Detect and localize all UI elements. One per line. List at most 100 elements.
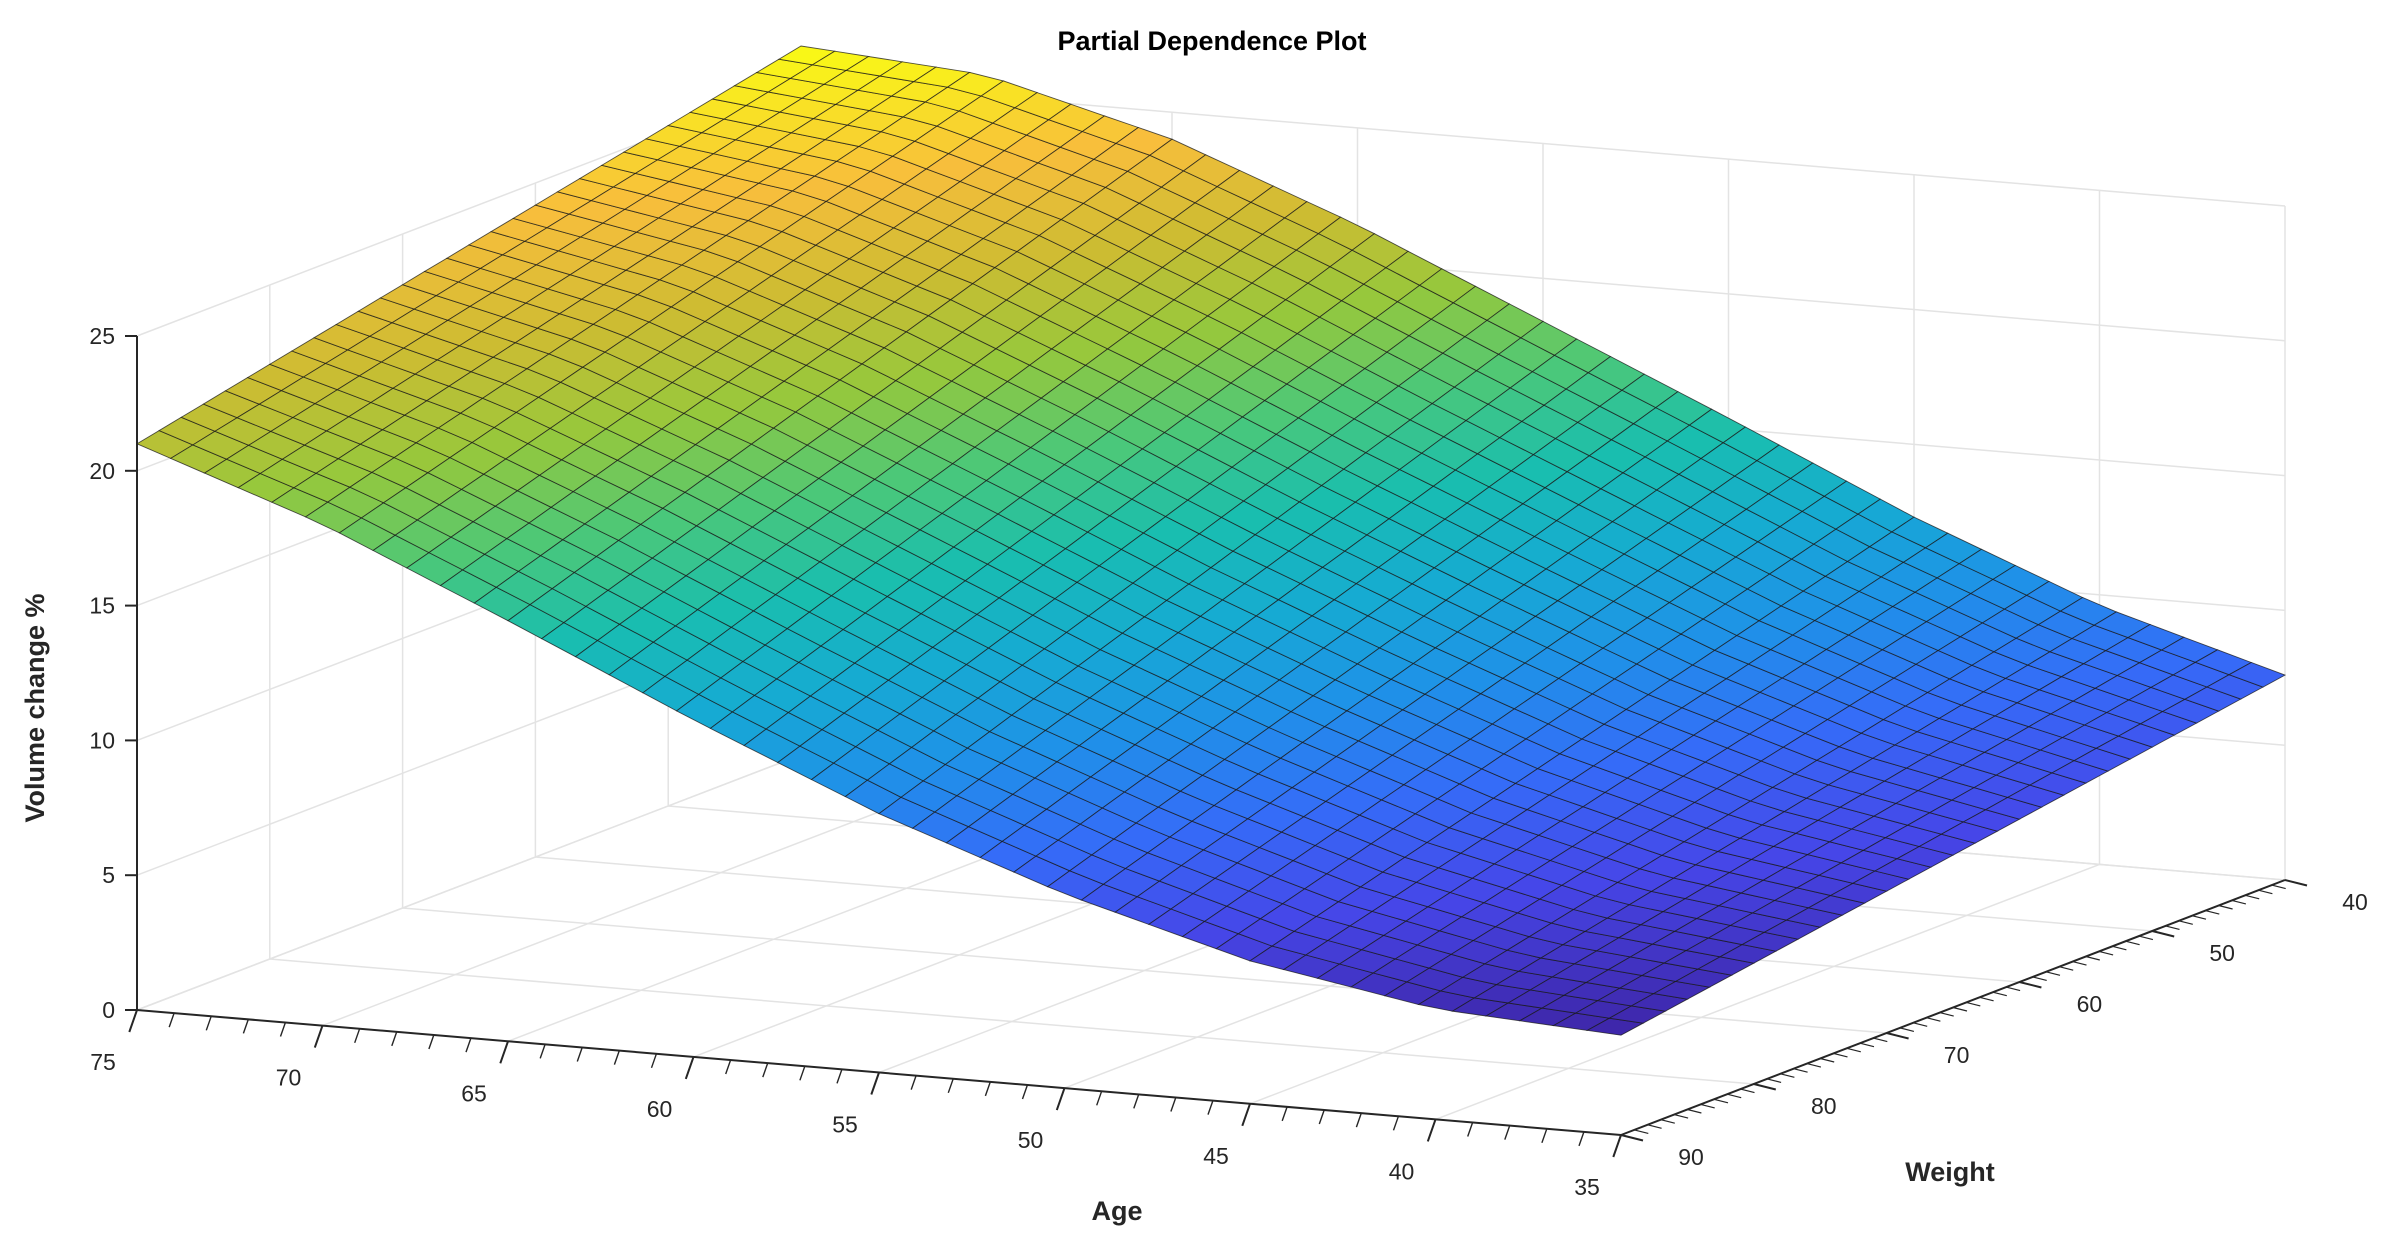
- y-axis-tick-mark: [1992, 991, 2007, 997]
- x-axis-tick-mark: [1133, 1094, 1140, 1109]
- x-axis-tick-label: 75: [90, 1049, 116, 1075]
- x-axis-tick-mark: [1241, 1103, 1251, 1127]
- y-axis-tick-mark: [1966, 1001, 1981, 1007]
- y-axis-tick-mark: [2059, 966, 2074, 971]
- y-axis-tick-label: 90: [1678, 1144, 1704, 1170]
- y-axis-tick-label: 60: [2077, 991, 2103, 1017]
- x-axis-tick-label: 55: [832, 1112, 858, 1138]
- y-axis-tick-mark: [1793, 1068, 1808, 1073]
- z-axis-label: Volume change %: [20, 593, 50, 822]
- y-axis-tick-mark: [2085, 955, 2100, 961]
- y-axis-tick-mark: [1620, 1134, 1644, 1142]
- y-axis-tick-mark: [1899, 1027, 1915, 1032]
- y-axis-tick-mark: [2165, 925, 2180, 930]
- x-axis-tick-mark: [391, 1031, 398, 1047]
- surface-plot: [136, 45, 2287, 1036]
- x-axis-tick-mark: [762, 1062, 769, 1078]
- x-axis-tick-label: 70: [276, 1065, 302, 1091]
- y-axis-tick-mark: [2151, 930, 2175, 938]
- y-axis-tick-label: 50: [2209, 940, 2235, 966]
- y-axis-tick-mark: [2191, 915, 2207, 920]
- x-axis-tick-mark: [984, 1081, 991, 1097]
- y-axis-tick-mark: [2245, 894, 2260, 900]
- x-axis-tick-mark: [1426, 1119, 1437, 1142]
- y-axis-tick-mark: [1740, 1088, 1755, 1094]
- x-axis-tick-mark: [910, 1075, 917, 1090]
- x-axis-tick-mark: [947, 1078, 954, 1094]
- y-axis-tick-label: 80: [1811, 1093, 1837, 1119]
- x-axis-tick-mark: [1541, 1128, 1548, 1144]
- x-axis-tick-mark: [1612, 1134, 1622, 1158]
- y-axis-tick-mark: [1766, 1078, 1782, 1083]
- x-axis-tick-mark: [870, 1072, 880, 1095]
- x-axis-tick-mark: [1504, 1125, 1511, 1140]
- x-axis-tick-label: 60: [647, 1096, 673, 1122]
- y-axis-tick-labels: 40 50 60 70 80 90: [1678, 889, 2368, 1170]
- x-axis-tick-label: 50: [1018, 1127, 1044, 1153]
- y-axis-tick-mark: [1713, 1098, 1729, 1104]
- y-axis-tick-mark: [2112, 945, 2127, 951]
- y-axis-tick-mark: [1913, 1022, 1928, 1027]
- y-axis-tick-label: 40: [2342, 889, 2368, 915]
- y-axis-tick-mark: [2019, 981, 2042, 989]
- y-axis-tick-mark: [1780, 1073, 1795, 1078]
- y-axis-tick-mark: [1873, 1037, 1888, 1043]
- x-axis-tick-mark: [1467, 1122, 1474, 1137]
- x-axis-label: Age: [1091, 1196, 1142, 1226]
- y-axis-tick-mark: [1753, 1083, 1777, 1091]
- y-axis-tick-mark: [2218, 904, 2233, 910]
- y-axis-tick-mark: [1660, 1119, 1675, 1124]
- x-axis-tick-mark: [576, 1047, 583, 1062]
- floor-grid-line-weight: [269, 958, 1754, 1085]
- z-axis-tick-label: 15: [89, 593, 115, 619]
- side-wall-grid-line-z: [136, 754, 802, 1011]
- x-axis-tick-mark: [128, 1009, 138, 1033]
- x-axis-tick-mark: [205, 1016, 212, 1031]
- y-axis-tick-mark: [1833, 1052, 1848, 1058]
- y-axis-tick-mark: [2005, 986, 2021, 992]
- y-axis-tick-mark: [2032, 976, 2047, 981]
- y-axis-tick-mark: [2271, 884, 2286, 890]
- floor-grid-line-age: [1435, 863, 2100, 1121]
- x-axis-tick-mark: [684, 1056, 695, 1080]
- chart-title: Partial Dependence Plot: [1057, 26, 1366, 56]
- y-axis-tick-mark: [2138, 935, 2154, 941]
- y-axis-tick-mark: [2125, 940, 2140, 946]
- y-axis-tick-mark: [2284, 879, 2308, 887]
- x-axis-tick-mark: [1578, 1131, 1585, 1147]
- x-axis-tick-mark: [1055, 1087, 1066, 1111]
- y-axis-tick-mark: [2098, 950, 2114, 956]
- y-axis-tick-mark: [1979, 996, 1994, 1002]
- x-axis-tick-mark: [354, 1028, 361, 1044]
- y-axis-tick-mark: [2072, 961, 2087, 966]
- x-axis-tick-mark: [650, 1053, 658, 1069]
- x-axis-tick-mark: [613, 1050, 620, 1065]
- x-axis-tick-mark: [1355, 1112, 1362, 1128]
- y-axis-tick-mark: [2045, 971, 2061, 976]
- z-axis-tick-label: 0: [102, 997, 115, 1023]
- z-axis-tick-labels: 0 5 10 15 20 25: [89, 323, 115, 1023]
- y-axis-tick-mark: [1939, 1012, 1954, 1017]
- z-axis-tick-label: 5: [102, 862, 115, 888]
- y-axis-tick-mark: [1700, 1103, 1715, 1109]
- x-axis-tick-mark: [313, 1025, 324, 1048]
- x-axis-tick-mark: [1207, 1100, 1214, 1115]
- floor-grid-line-age: [322, 769, 987, 1027]
- y-axis-tick-mark: [1886, 1032, 1909, 1040]
- x-axis-tick-mark: [428, 1034, 435, 1050]
- y-axis-tick-mark: [1859, 1042, 1875, 1048]
- surface-patch: [2228, 662, 2287, 688]
- x-axis-tick-label: 45: [1203, 1143, 1229, 1169]
- z-axis-tick-label: 10: [89, 727, 115, 753]
- axes: [125, 335, 2308, 1158]
- x-axis-tick-mark: [836, 1069, 843, 1084]
- y-axis-tick-label: 70: [1944, 1042, 1970, 1068]
- y-axis-tick-mark: [1846, 1047, 1861, 1053]
- y-axis-tick-mark: [2205, 910, 2220, 915]
- y-axis-tick-mark: [2178, 920, 2193, 925]
- y-axis-tick-mark: [2231, 899, 2247, 905]
- y-axis-tick-mark: [1727, 1093, 1742, 1099]
- x-axis-tick-mark: [1318, 1109, 1325, 1125]
- z-axis-tick-label: 25: [89, 323, 115, 349]
